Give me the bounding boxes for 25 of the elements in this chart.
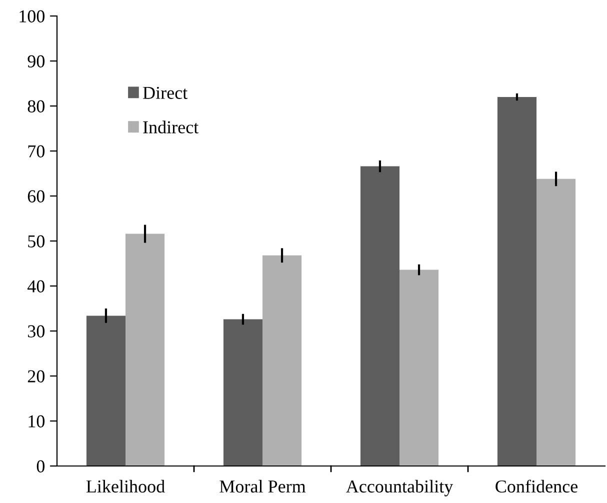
x-tick-label: Accountability (346, 480, 454, 496)
x-tick-label: Confidence (496, 480, 578, 493)
y-tick-label: 80 (28, 100, 45, 112)
y-tick-label: 20 (28, 370, 45, 382)
bar (536, 178, 576, 466)
x-tick-label: Moral Perm (220, 480, 306, 493)
y-tick-label: 0 (36, 460, 45, 472)
y-tick-label: 90 (28, 55, 45, 68)
legend-label: Direct (143, 86, 188, 99)
y-tick-label: 10 (28, 415, 45, 428)
y-tick-label: 50 (28, 235, 45, 248)
legend-label: Indirect (143, 120, 199, 134)
bar (126, 234, 165, 466)
x-tick-label: Likelihood (86, 480, 165, 493)
bar (86, 316, 126, 466)
bar (223, 319, 262, 466)
y-tick-label: 100 (20, 10, 45, 22)
y-tick-label: 30 (28, 325, 45, 338)
bar (262, 255, 302, 466)
y-tick-label: 40 (27, 280, 45, 292)
y-tick-label: 70 (28, 145, 45, 158)
bar (497, 97, 536, 466)
bar (400, 270, 439, 466)
y-tick-label: 60 (28, 190, 45, 202)
bar (360, 166, 400, 466)
